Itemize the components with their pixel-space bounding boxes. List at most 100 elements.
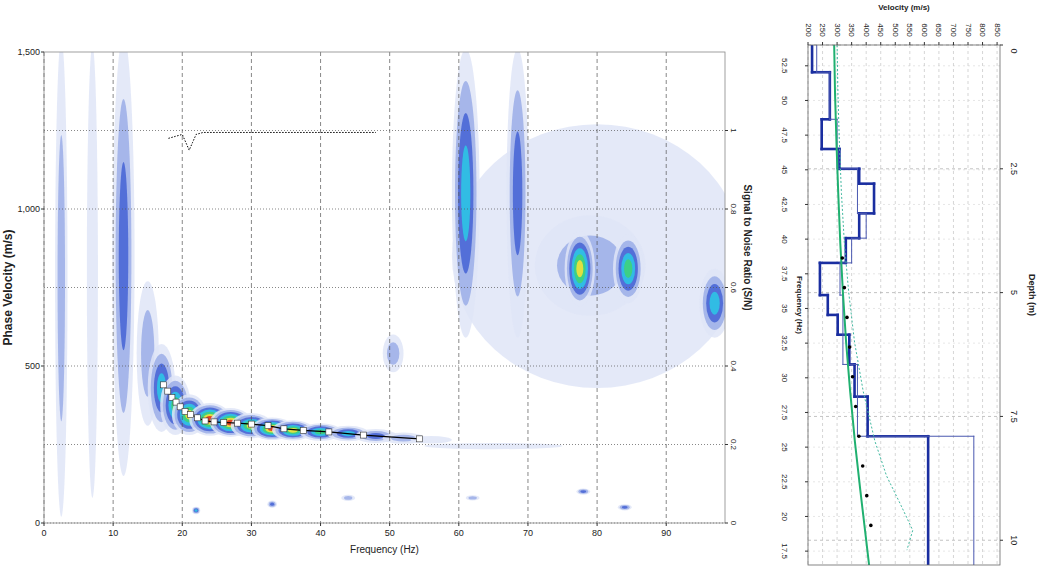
tick-y2: [805, 65, 808, 66]
grid-y: [808, 416, 1000, 417]
energy-patch: [119, 162, 128, 350]
energy-patch: [706, 284, 723, 322]
tick-y2: [805, 481, 808, 482]
tick-label-x: 800: [978, 23, 987, 37]
grid-y2: [808, 412, 1000, 413]
series: [812, 45, 974, 565]
tick-label-y2: 22.5: [780, 474, 789, 490]
energy-patch: [410, 436, 451, 444]
series-line: [164, 385, 420, 439]
energy-patch: [613, 234, 643, 303]
tick-y2: [805, 412, 808, 413]
grid-x: [968, 45, 969, 565]
tick-y: [41, 366, 44, 367]
layer: [820, 119, 823, 149]
layer: [826, 295, 829, 315]
tick-label-x: 50: [385, 528, 395, 538]
grid-x: [938, 45, 939, 565]
tick-y: [41, 52, 44, 53]
energy-patch: [710, 292, 720, 315]
tick-x: [527, 523, 528, 526]
layer: [829, 72, 832, 119]
energy-patch: [269, 501, 276, 506]
tick-label-x: 90: [661, 528, 671, 538]
tick-y2: [805, 343, 808, 344]
profile-point: [843, 286, 847, 290]
tick-label-x: 850: [993, 23, 1002, 37]
tick-label-y: 7.5: [1009, 410, 1019, 423]
tick-x: [968, 42, 969, 45]
layer-step: [852, 238, 867, 239]
layer: [840, 263, 841, 295]
energy-patch: [267, 500, 277, 508]
energy-patch: [510, 90, 526, 296]
tick-label-x: 350: [847, 23, 856, 37]
grid-x: [880, 45, 881, 565]
tick-label-y2: 40: [780, 235, 789, 244]
grid-y2: [808, 204, 1000, 205]
tick-x: [895, 42, 896, 45]
energy-patch: [620, 505, 630, 509]
grid-x: [909, 45, 910, 565]
grid-x: [982, 45, 983, 565]
tick-y2: [805, 551, 808, 552]
energy-patch: [192, 507, 200, 515]
energy-patch: [424, 443, 562, 449]
pick-point: [416, 436, 422, 442]
energy-patch: [618, 504, 632, 510]
energy-patch: [622, 506, 628, 509]
energy-patch: [513, 131, 522, 255]
layer: [811, 45, 814, 72]
pick-point: [326, 429, 332, 435]
energy-patch: [569, 243, 590, 295]
pick-point: [281, 426, 287, 432]
energy-patch: [383, 335, 404, 373]
energy-patch: [578, 489, 588, 493]
pick-point: [165, 388, 171, 394]
energy-patch: [458, 113, 473, 273]
tick-label-y2: 20: [780, 512, 789, 521]
page: 0102030405060708090Frequency (Hz)05001,0…: [0, 0, 1047, 578]
layer-step: [820, 294, 828, 297]
tick-y2: [805, 135, 808, 136]
pick-point: [248, 421, 254, 427]
tick-label-x: 20: [177, 528, 187, 538]
tick-label-x: 80: [592, 528, 602, 538]
y2-title: Frequency (Hz): [795, 276, 804, 334]
energy-patch: [619, 247, 638, 291]
energy-patch: [580, 490, 586, 493]
energy-patch: [116, 99, 132, 413]
tick-label-y2: 32.5: [780, 335, 789, 351]
layer: [853, 364, 856, 396]
layer-step: [857, 436, 973, 437]
tick-x: [938, 42, 939, 45]
layer: [857, 169, 858, 214]
tick-x: [837, 42, 838, 45]
grid-x: [895, 45, 896, 565]
tick-label-y2: 0: [729, 521, 738, 526]
tick-x: [866, 42, 867, 45]
energy-patch: [87, 52, 98, 498]
grid-x: [953, 45, 954, 565]
layer: [873, 184, 876, 214]
grid-y2: [808, 377, 1000, 378]
layer: [829, 72, 830, 119]
tick-label-x: 250: [818, 23, 827, 37]
tick-x: [808, 42, 809, 45]
layer-step: [855, 395, 868, 398]
pick-point: [211, 419, 217, 425]
profile-point: [841, 256, 845, 260]
energy-patch: [576, 488, 590, 494]
tick-label-x: 70: [523, 528, 533, 538]
plot-bg: [44, 52, 725, 523]
layer: [858, 169, 861, 184]
layer-step: [859, 182, 874, 185]
pick-point: [202, 418, 208, 424]
layer: [927, 436, 930, 565]
energy-patch: [112, 52, 134, 476]
tick-x: [953, 42, 954, 45]
series-line: [168, 132, 375, 150]
plot-frame: [44, 52, 725, 523]
tick-label-x: 500: [891, 23, 900, 37]
layer-step: [838, 333, 850, 336]
